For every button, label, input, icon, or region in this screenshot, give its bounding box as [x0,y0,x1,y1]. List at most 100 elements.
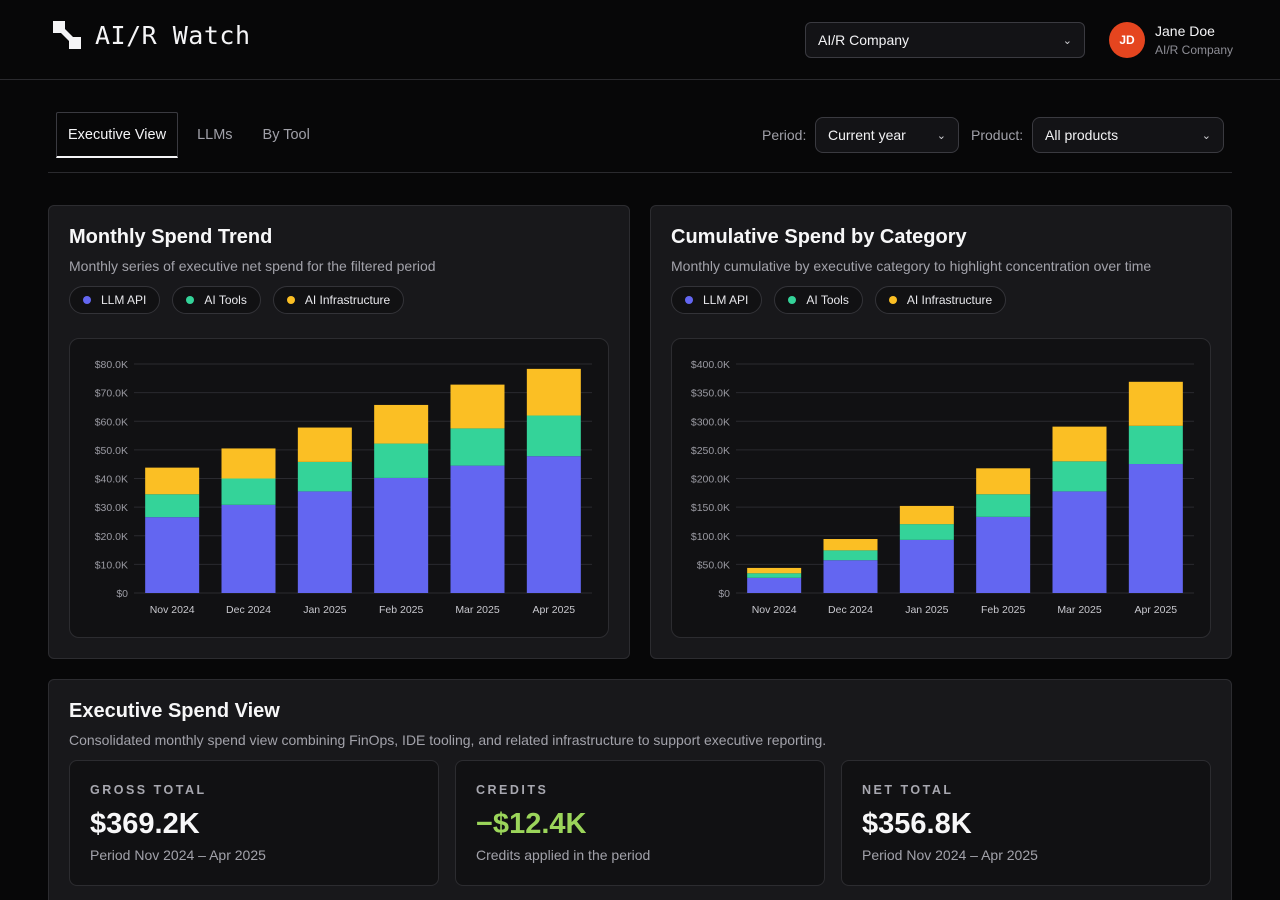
legend-label: LLM API [703,293,749,307]
tabs-divider [48,172,1232,173]
product-label: Product: [971,127,1024,143]
bar-segment-llm-api[interactable] [1128,464,1183,593]
company-select[interactable]: AI/R Company ⌄ [805,22,1085,58]
card-subtitle: Consolidated monthly spend view combinin… [69,732,827,748]
bar-segment-ai-tools[interactable] [297,461,352,492]
kpi-credits: CREDITS −$12.4K Credits applied in the p… [455,760,825,886]
y-tick-label: $250.0K [691,445,730,457]
bar-segment-ai-infrastructure[interactable] [450,384,505,429]
y-tick-label: $350.0K [691,388,730,400]
monthly-chart-area: $0 $10.0K $20.0K $30.0K $40.0K $50.0K $60.0K $7… [69,338,609,638]
legend-llm-api[interactable]: LLM API [671,286,763,314]
legend-ai-tools[interactable]: AI Tools [172,286,261,314]
y-tick-label: $40.0K [95,474,128,486]
card-title: Monthly Spend Trend [69,226,273,248]
x-tick-label: Dec 2024 [226,604,271,616]
kpi-value: $356.8K [862,808,972,840]
bar-segment-ai-tools[interactable] [450,428,505,466]
period-select-value: Current year [828,127,906,143]
y-tick-label: $80.0K [95,359,128,371]
bar-segment-ai-infrastructure[interactable] [899,505,954,525]
tab-llms[interactable]: LLMs [197,127,233,143]
kpi-note: Credits applied in the period [476,847,651,863]
kpi-note: Period Nov 2024 – Apr 2025 [862,847,1038,863]
kpi-label: CREDITS [476,783,549,797]
bar-segment-ai-tools[interactable] [526,415,581,457]
user-org: AI/R Company [1155,43,1234,57]
y-tick-label: $60.0K [95,416,128,428]
avatar[interactable]: JD [1109,22,1145,58]
legend-label: AI Tools [806,293,849,307]
bar-segment-ai-tools[interactable] [899,524,954,540]
legend-ai-tools[interactable]: AI Tools [774,286,863,314]
bar-segment-ai-infrastructure[interactable] [823,539,878,551]
kpi-value: $369.2K [90,808,200,840]
legend-dot [286,296,295,304]
bar-segment-ai-infrastructure[interactable] [374,404,429,444]
bar-segment-llm-api[interactable] [450,465,505,593]
legend-dot [186,296,195,304]
tab-by-tool[interactable]: By Tool [262,127,310,143]
y-tick-label: $200.0K [691,474,730,486]
kpi-net-total: NET TOTAL $356.8K Period Nov 2024 – Apr … [841,760,1211,886]
period-select[interactable]: Current year ⌄ [815,117,959,153]
bar-segment-llm-api[interactable] [297,491,352,593]
bar-segment-llm-api[interactable] [976,516,1031,593]
x-tick-label: Nov 2024 [752,604,797,616]
bar-segment-ai-infrastructure[interactable] [747,567,802,574]
tab-executive-view[interactable]: Executive View [56,112,179,158]
card-title: Executive Spend View [69,700,280,722]
product-select-value: All products [1045,127,1119,143]
bar-segment-llm-api[interactable] [374,477,429,593]
legend-ai-infrastructure[interactable]: AI Infrastructure [874,286,1007,314]
bar-segment-llm-api[interactable] [747,577,802,593]
bar-segment-ai-tools[interactable] [1052,461,1107,492]
bar-segment-ai-tools[interactable] [221,478,276,505]
y-tick-label: $50.0K [697,559,730,571]
company-select-value: AI/R Company [818,32,910,48]
card-subtitle: Monthly cumulative by executive category… [671,258,1152,274]
bar-segment-llm-api[interactable] [145,517,200,593]
user-name: Jane Doe [1155,23,1215,39]
top-bar: AI/R Watch AI/R Company ⌄ JD Jane Doe AI… [0,0,1280,80]
bar-segment-ai-infrastructure[interactable] [145,467,200,495]
bar-segment-ai-tools[interactable] [374,443,429,478]
chevron-down-icon: ⌄ [1201,129,1211,142]
bar-segment-ai-infrastructure[interactable] [297,427,352,462]
bar-segment-llm-api[interactable] [823,560,878,593]
bar-segment-llm-api[interactable] [899,539,954,593]
bar-segment-ai-infrastructure[interactable] [1052,426,1107,462]
legend-dot [888,296,897,304]
bar-segment-ai-tools[interactable] [823,550,878,561]
view-tabs: Executive View LLMs By Tool [56,112,329,158]
bar-segment-llm-api[interactable] [526,456,581,593]
cumulative-chart-area: $0 $50.0K $100.0K $150.0K $200.0K $250.0K $300… [671,338,1211,638]
monthly-spend-chart: $0 $10.0K $20.0K $30.0K $40.0K $50.0K $60.0K $7… [95,359,592,616]
x-tick-label: Jan 2025 [303,604,346,616]
legend-label: LLM API [101,293,147,307]
legend-llm-api[interactable]: LLM API [69,286,161,314]
bar-segment-ai-tools[interactable] [976,494,1031,517]
kpi-label: GROSS TOTAL [90,783,207,797]
bar-segment-ai-infrastructure[interactable] [221,448,276,479]
y-tick-label: $400.0K [691,359,730,371]
kpi-gross-total: GROSS TOTAL $369.2K Period Nov 2024 – Ap… [69,760,439,886]
bar-segment-ai-infrastructure[interactable] [976,468,1031,495]
brand-name: AI/R Watch [95,21,251,50]
bar-segment-llm-api[interactable] [221,504,276,593]
chart-legend: LLM API AI Tools AI Infrastructure [69,286,416,314]
chevron-down-icon: ⌄ [1062,34,1072,47]
product-select[interactable]: All products ⌄ [1032,117,1224,153]
bar-segment-ai-tools[interactable] [747,573,802,578]
period-label: Period: [762,127,807,143]
bar-segment-ai-tools[interactable] [145,494,200,518]
bar-segment-ai-infrastructure[interactable] [1128,381,1183,426]
bar-segment-ai-infrastructure[interactable] [526,368,581,416]
y-tick-label: $0 [718,588,730,600]
legend-label: AI Tools [204,293,247,307]
bar-segment-llm-api[interactable] [1052,491,1107,593]
legend-ai-infrastructure[interactable]: AI Infrastructure [272,286,405,314]
bar-segment-ai-tools[interactable] [1128,425,1183,465]
chevron-down-icon: ⌄ [936,129,946,142]
y-tick-label: $0 [116,588,128,600]
